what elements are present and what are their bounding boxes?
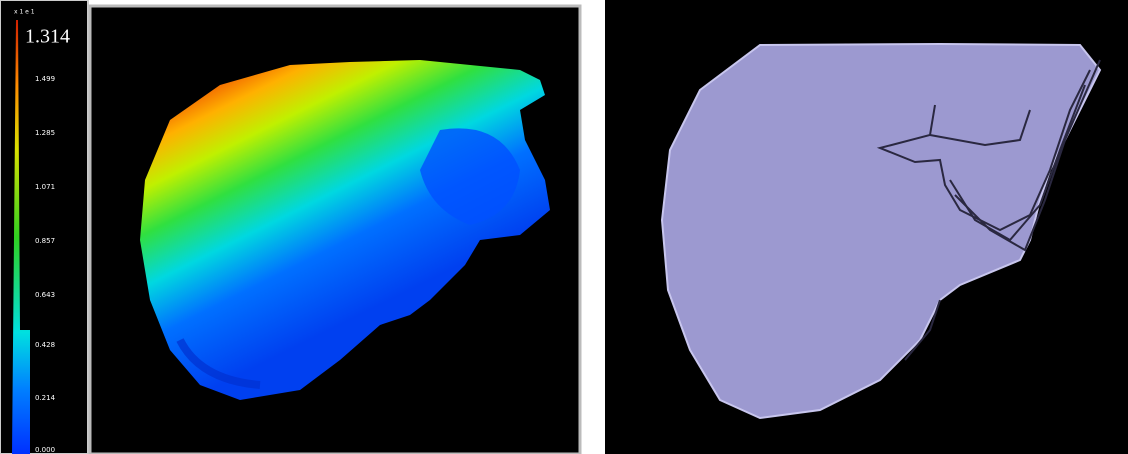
page: {"colorbar": {"exponent_label": "x 1 e 1… [0,0,1128,454]
exponent-label: x 1 e 1 [14,9,35,16]
screenshot: x 1 e 1 1.314 1.499 1.285 1.071 0.857 0.643 0… [0,0,1128,454]
tick-label: 1.071 [35,183,55,191]
tick-label: 0.857 [35,237,55,245]
tick-label: 1.499 [35,75,55,83]
tick-label: 0.428 [35,341,55,349]
tick-label: 1.285 [35,129,55,137]
tick-label: 0.214 [35,394,56,402]
current-value: 1.314 [25,26,70,48]
tick-label: 0.643 [35,291,55,299]
tick-label: 0.000 [35,446,55,454]
